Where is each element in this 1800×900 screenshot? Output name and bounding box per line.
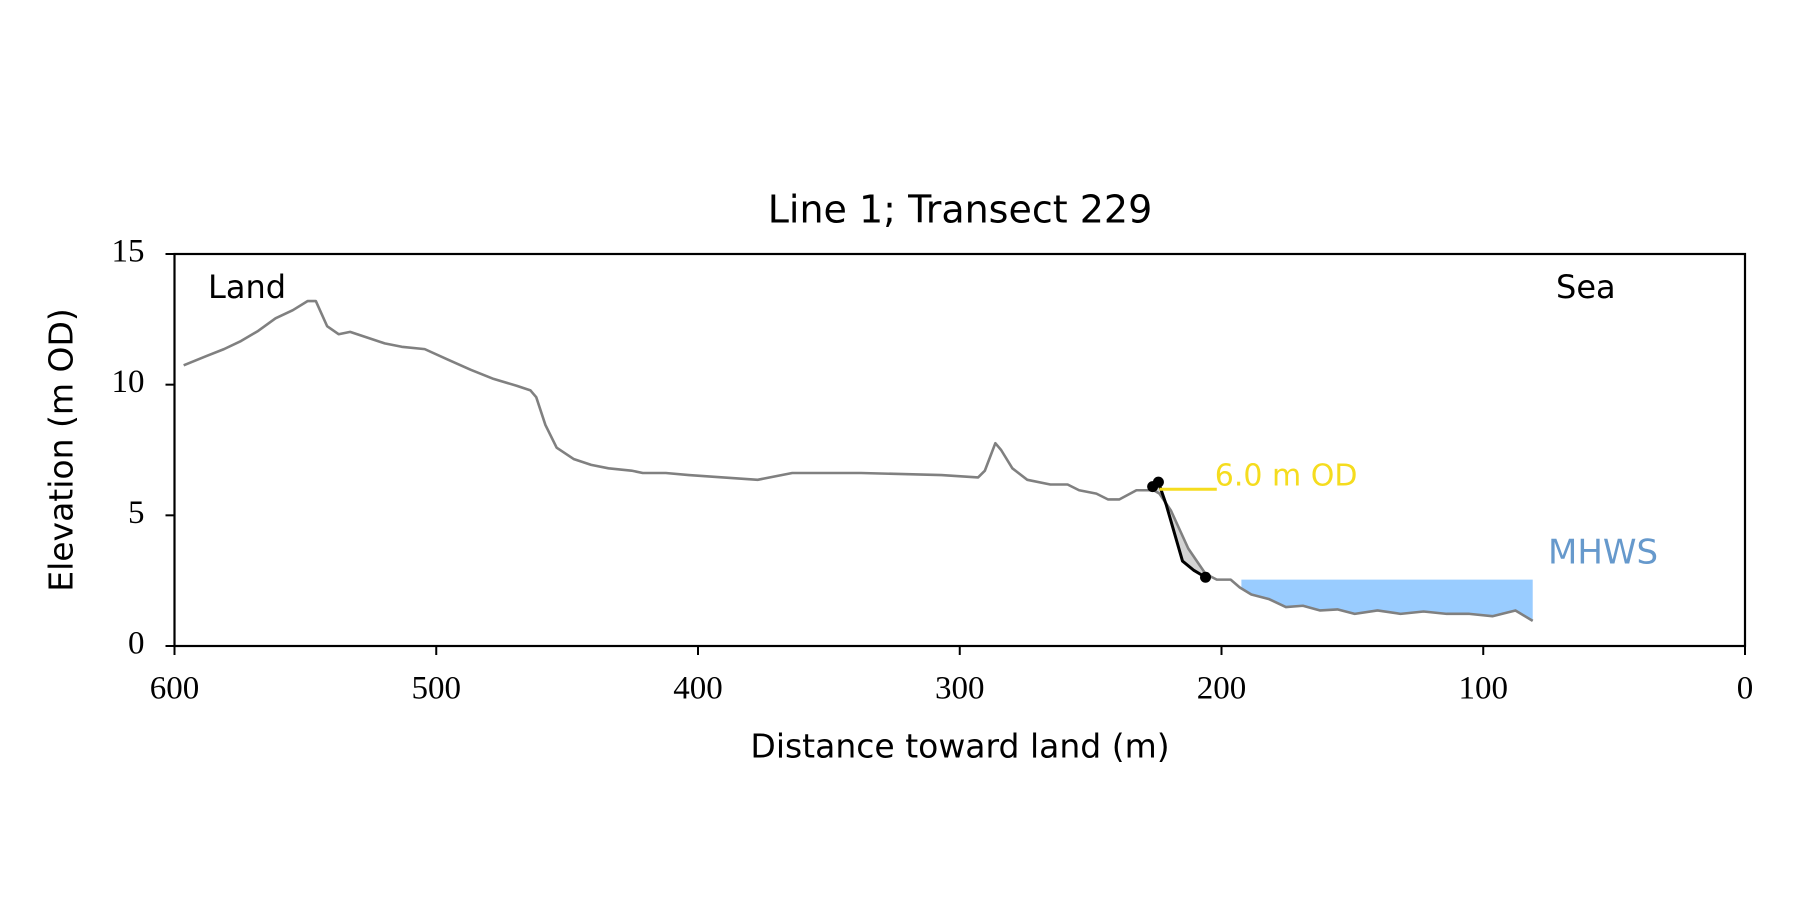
y-axis-label: Elevation (m OD)	[42, 308, 81, 592]
x-tick-label: 400	[673, 671, 723, 707]
cliff-point	[1152, 476, 1164, 488]
x-axis-label: Distance toward land (m)	[750, 727, 1169, 766]
x-tick-label: 200	[1197, 671, 1247, 707]
line-series	[183, 299, 1534, 623]
x-tick-label: 0	[1737, 671, 1754, 707]
chart-title: Line 1; Transect 229	[768, 188, 1153, 232]
x-tick-label: 100	[1459, 671, 1509, 707]
annotation: Sea	[1556, 268, 1616, 306]
mhws-label: MHWS	[1548, 533, 1658, 573]
x-tick-label: 300	[935, 671, 985, 707]
mhws-area	[1241, 579, 1533, 621]
x-tick-label: 600	[150, 671, 200, 707]
x-tick-label: 500	[412, 671, 462, 707]
y-tick-label: 15	[112, 234, 145, 270]
y-tick-label: 10	[112, 364, 145, 400]
y-tick-label: 5	[128, 495, 145, 531]
annotation: Land	[208, 268, 286, 306]
cliff-point	[1200, 571, 1212, 583]
y-tick-label: 0	[128, 626, 145, 662]
threshold-label: 6.0 m OD	[1215, 459, 1358, 494]
